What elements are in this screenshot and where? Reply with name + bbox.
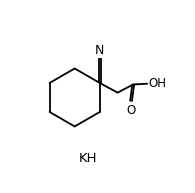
Text: N: N (95, 44, 105, 57)
Text: O: O (126, 104, 136, 117)
Text: KH: KH (79, 152, 97, 165)
Text: OH: OH (148, 77, 166, 90)
